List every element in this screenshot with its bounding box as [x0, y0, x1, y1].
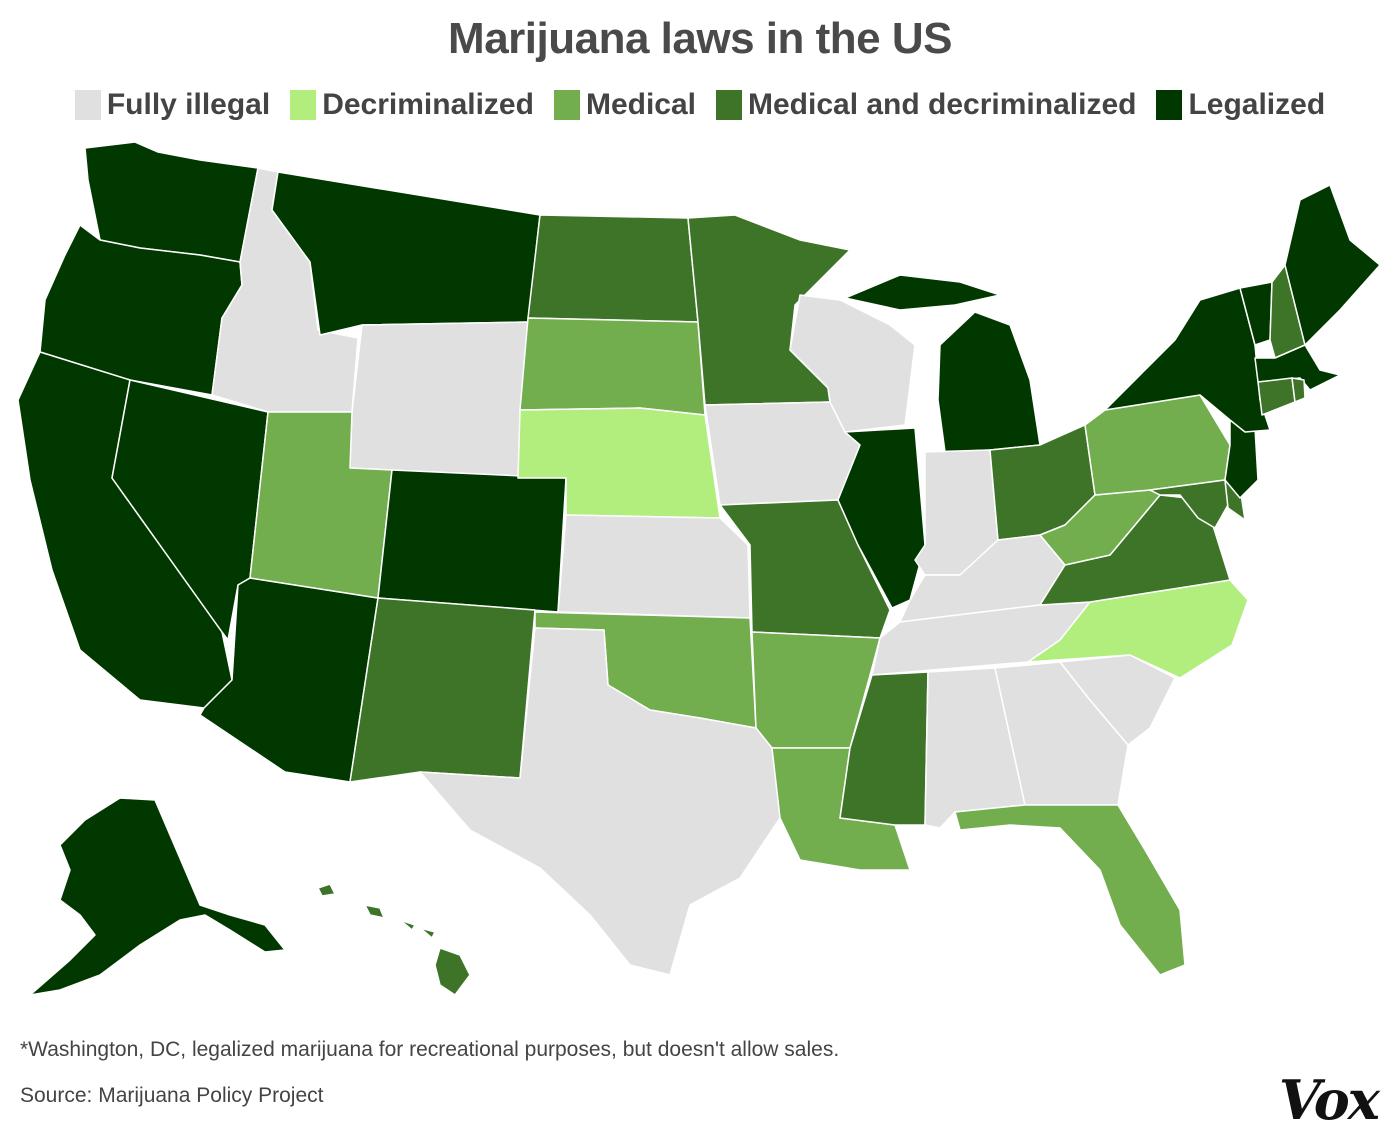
vox-logo: Vox — [1278, 1068, 1380, 1132]
legend-label: Legalized — [1188, 88, 1326, 121]
map-title: Marijuana laws in the US — [448, 14, 952, 63]
footnote: *Washington, DC, legalized marijuana for… — [20, 1038, 840, 1061]
state-new-mexico[interactable] — [349, 597, 536, 783]
legend-item-decriminalized: Decriminalized — [290, 88, 534, 122]
legend-label: Medical — [585, 88, 696, 121]
legend-label: Decriminalized — [322, 88, 534, 121]
source-note: Source: Marijuana Policy Project — [20, 1084, 324, 1107]
legend: Fully illegal Decriminalized Medical Med… — [0, 88, 1400, 122]
legend-item-medical-and-decriminalized: Medical and decriminalized — [716, 88, 1136, 122]
state-rhode-island[interactable] — [1291, 377, 1306, 403]
legend-item-medical: Medical — [553, 88, 696, 122]
state-alaska[interactable] — [29, 797, 286, 996]
state-connecticut[interactable] — [1257, 377, 1296, 416]
us-map — [17, 141, 1381, 996]
state-kansas[interactable] — [557, 514, 751, 619]
legend-item-fully-illegal: Fully illegal — [74, 88, 271, 122]
state-wyoming[interactable] — [349, 321, 529, 479]
state-south-dakota[interactable] — [519, 317, 706, 416]
state-hawaii[interactable] — [317, 883, 471, 996]
legend-label: Fully illegal — [106, 88, 271, 121]
legend-swatch — [74, 90, 101, 120]
legend-swatch — [290, 90, 317, 120]
legend-item-legalized: Legalized — [1156, 88, 1325, 122]
state-wisconsin[interactable] — [789, 294, 916, 433]
state-maine[interactable] — [1284, 184, 1381, 346]
legend-swatch — [716, 90, 742, 120]
legend-swatch — [553, 90, 580, 120]
state-north-dakota[interactable] — [527, 214, 699, 323]
state-iowa[interactable] — [704, 401, 861, 506]
state-illinois[interactable] — [837, 427, 926, 609]
legend-swatch — [1156, 90, 1183, 120]
state-colorado[interactable] — [377, 469, 567, 613]
legend-label: Medical and decriminalized — [748, 88, 1137, 121]
state-florida[interactable] — [954, 804, 1186, 976]
state-texas[interactable] — [419, 627, 781, 976]
